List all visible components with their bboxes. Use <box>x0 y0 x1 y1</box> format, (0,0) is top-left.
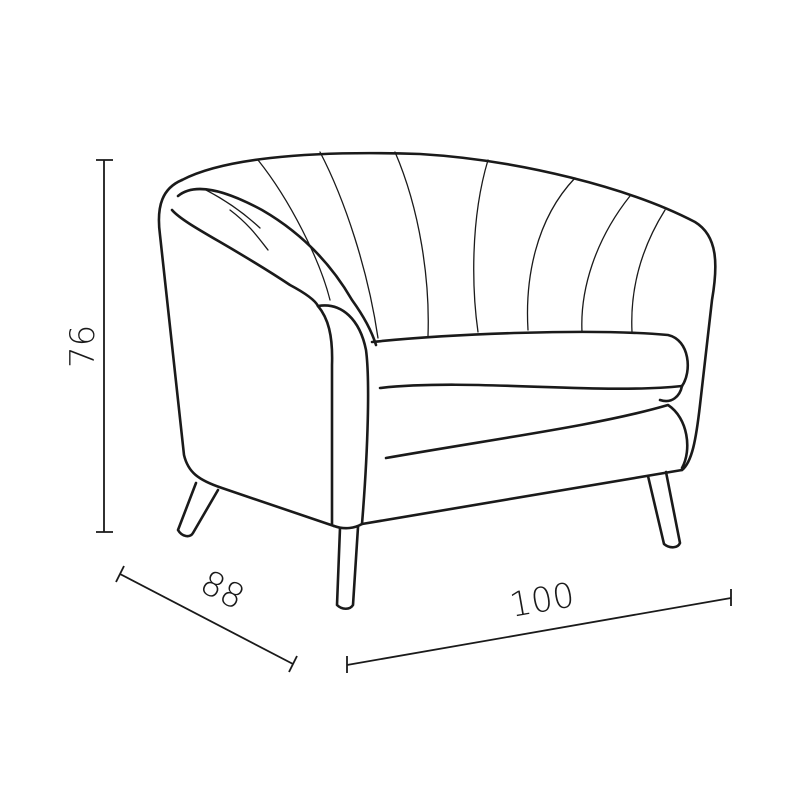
height-dimension: 76 <box>63 159 113 533</box>
seat-cushion-front <box>378 383 684 391</box>
seat-cushion-bottom <box>384 403 689 470</box>
arm-roll-inner <box>170 208 320 308</box>
width-label: 100 <box>507 575 578 626</box>
arm-roll-top <box>176 187 378 347</box>
leg-back-left <box>176 481 220 538</box>
seat-cushion-top <box>370 330 690 388</box>
chair-back-outline <box>180 151 717 472</box>
arm-front-inner <box>316 304 370 526</box>
depth-label: 88 <box>194 563 251 619</box>
depth-dimension: 88 <box>115 563 298 673</box>
left-arm-outer <box>157 178 336 528</box>
back-channels <box>205 151 666 339</box>
base-line <box>332 468 684 530</box>
height-label: 76 <box>63 325 103 368</box>
leg-front-left <box>335 525 360 611</box>
armchair-drawing <box>157 151 717 611</box>
seat-cushion-side <box>658 384 684 403</box>
leg-front-right <box>646 470 682 549</box>
width-dimension: 100 <box>346 575 732 673</box>
arm-front-outer <box>316 304 334 526</box>
